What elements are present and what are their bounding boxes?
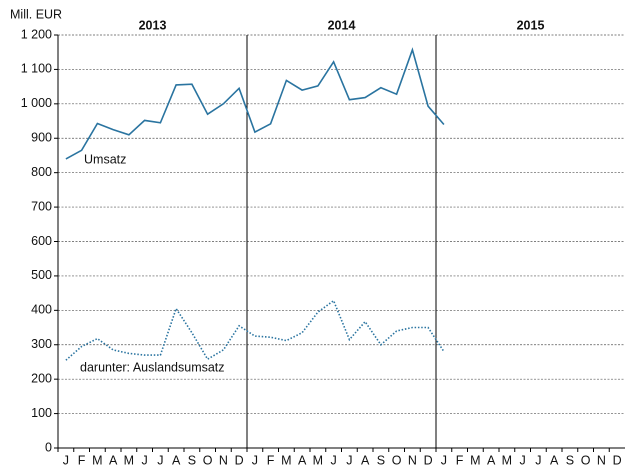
x-tick-label: O (203, 453, 213, 467)
x-tick-label: D (613, 453, 622, 467)
x-tick-label: M (502, 453, 512, 467)
x-tick-label: J (535, 453, 541, 467)
y-tick-label: 1 000 (21, 96, 52, 110)
x-tick-label: A (487, 453, 496, 467)
y-tick-label: 500 (31, 268, 52, 282)
y-tick-label: 300 (31, 337, 52, 351)
y-tick-label: 0 (45, 440, 52, 454)
y-tick-label: 100 (31, 406, 52, 420)
x-tick-label: J (63, 453, 69, 467)
x-tick-label: A (172, 453, 181, 467)
y-tick-label: 1 100 (21, 62, 52, 76)
year-label: 2015 (517, 18, 545, 32)
y-tick-label: 700 (31, 199, 52, 213)
x-tick-label: J (346, 453, 352, 467)
x-tick-label: N (597, 453, 606, 467)
x-tick-label: M (470, 453, 480, 467)
x-tick-label: F (267, 453, 275, 467)
x-tick-label: J (520, 453, 526, 467)
x-tick-label: O (581, 453, 591, 467)
y-tick-label: 1 200 (21, 27, 52, 41)
x-tick-label: S (377, 453, 385, 467)
x-tick-label: J (441, 453, 447, 467)
series-line (65, 299, 445, 361)
x-tick-label: J (157, 453, 163, 467)
x-tick-label: S (188, 453, 196, 467)
y-tick-label: 400 (31, 303, 52, 317)
x-tick-label: F (78, 453, 86, 467)
series-line (65, 47, 445, 160)
x-tick-label: N (408, 453, 417, 467)
x-tick-label: D (424, 453, 433, 467)
x-tick-label: M (92, 453, 102, 467)
y-tick-label: 900 (31, 131, 52, 145)
x-tick-label: S (566, 453, 574, 467)
x-tick-label: M (124, 453, 134, 467)
x-tick-label: J (142, 453, 148, 467)
x-tick-label: J (252, 453, 258, 467)
x-tick-label: A (550, 453, 559, 467)
x-tick-label: J (331, 453, 337, 467)
x-tick-label: M (313, 453, 323, 467)
x-tick-label: M (281, 453, 291, 467)
series-label: Umsatz (84, 152, 126, 166)
x-tick-label: D (235, 453, 244, 467)
y-tick-label: 600 (31, 234, 52, 248)
y-tick-label: 200 (31, 371, 52, 385)
year-label: 2014 (328, 18, 356, 32)
x-tick-label: A (298, 453, 307, 467)
y-axis-label: Mill. EUR (10, 7, 62, 21)
x-tick-label: A (361, 453, 370, 467)
year-label: 2013 (139, 18, 167, 32)
y-tick-label: 800 (31, 165, 52, 179)
x-tick-label: O (392, 453, 402, 467)
x-tick-label: N (219, 453, 228, 467)
x-tick-label: F (456, 453, 464, 467)
x-tick-label: A (109, 453, 118, 467)
series-label: darunter: Auslandsumsatz (80, 360, 225, 374)
